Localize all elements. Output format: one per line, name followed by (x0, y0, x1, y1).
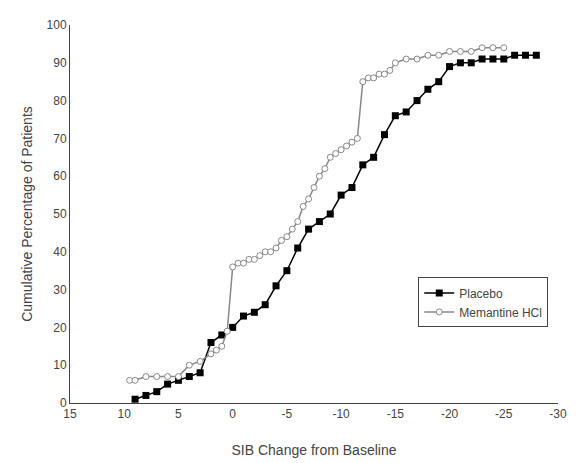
svg-text:-25: -25 (495, 407, 513, 421)
svg-text:80: 80 (53, 94, 67, 108)
svg-text:90: 90 (53, 56, 67, 70)
svg-text:70: 70 (53, 132, 67, 146)
svg-text:-15: -15 (387, 407, 405, 421)
svg-text:10: 10 (118, 407, 132, 421)
svg-text:-30: -30 (549, 407, 567, 421)
svg-text:30: 30 (53, 283, 67, 297)
svg-text:0: 0 (229, 407, 236, 421)
svg-text:20: 20 (53, 321, 67, 335)
svg-text:SIB Change from Baseline: SIB Change from Baseline (232, 442, 397, 458)
svg-text:10: 10 (53, 358, 67, 372)
svg-text:0: 0 (60, 396, 67, 410)
svg-text:15: 15 (63, 407, 77, 421)
svg-text:-10: -10 (332, 407, 350, 421)
svg-text:50: 50 (53, 207, 67, 221)
svg-text:40: 40 (53, 245, 67, 259)
svg-text:60: 60 (53, 169, 67, 183)
svg-text:Cumulative Percentage of Patie: Cumulative Percentage of Patients (19, 106, 35, 322)
svg-text:5: 5 (175, 407, 182, 421)
svg-text:100: 100 (47, 18, 67, 32)
svg-text:-5: -5 (282, 407, 293, 421)
svg-text:-20: -20 (441, 407, 459, 421)
svg-text:Memantine HCl: Memantine HCl (459, 306, 542, 320)
svg-text:Placebo: Placebo (459, 287, 503, 301)
